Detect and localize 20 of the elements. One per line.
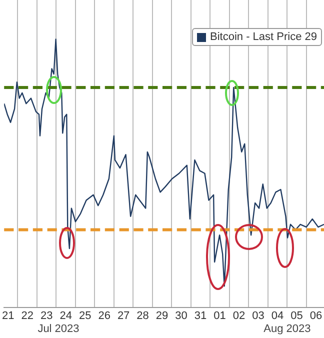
x-tick-label: 03 <box>252 310 264 322</box>
x-tick-label: 21 <box>2 310 14 322</box>
x-tick-label: 31 <box>194 310 207 322</box>
x-tick-label: 28 <box>136 310 149 322</box>
text: Jul 2023 <box>38 323 80 336</box>
x-tick-label: 27 <box>117 310 130 322</box>
x-tick-label: 22 <box>21 310 34 322</box>
x-tick-label: 02 <box>232 310 246 322</box>
x-tick-label: 24 <box>60 310 72 322</box>
x-tick-label: 25 <box>78 310 92 322</box>
x-tick-label: 06 <box>310 310 322 322</box>
x-tick-label: 29 <box>156 310 168 322</box>
text: Aug 2023 <box>264 323 311 336</box>
x-tick-label: 26 <box>98 310 110 322</box>
legend-label: Bitcoin - Last Price 29 <box>210 31 317 43</box>
x-tick-label: 04 <box>271 310 284 322</box>
x-tick-label: 01 <box>214 310 226 322</box>
x-tick-label: 23 <box>40 310 53 322</box>
x-tick-label: 30 <box>175 310 188 322</box>
x-tick-label: 05 <box>290 310 303 322</box>
